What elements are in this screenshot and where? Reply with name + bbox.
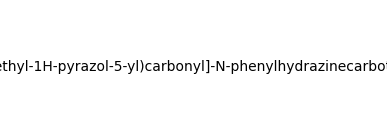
Text: 2-[(3-methyl-1H-pyrazol-5-yl)carbonyl]-N-phenylhydrazinecarbothioamide: 2-[(3-methyl-1H-pyrazol-5-yl)carbonyl]-N… [0, 60, 387, 74]
